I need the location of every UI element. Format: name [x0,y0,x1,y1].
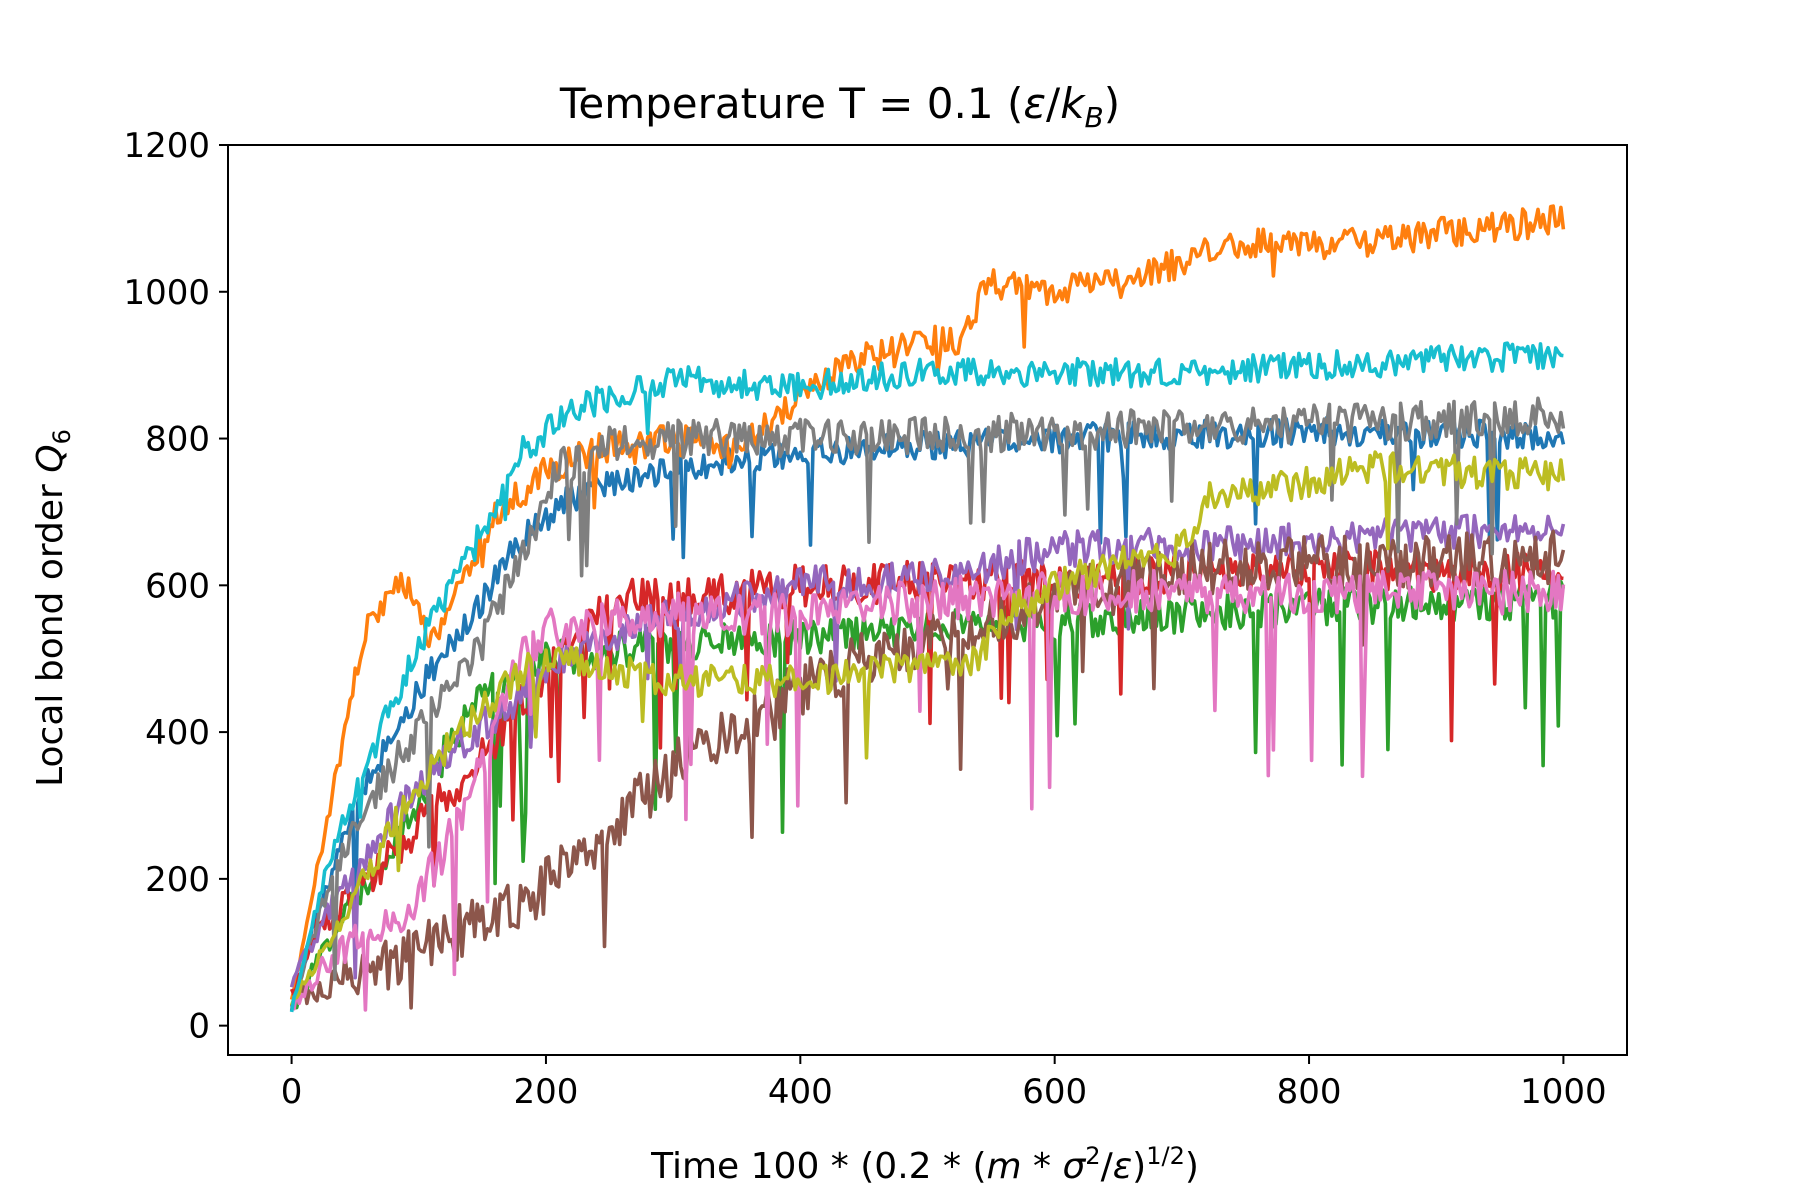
series-line [289,450,1566,1007]
x-tick-label: 600 [1022,1072,1087,1112]
plot-frame [227,144,1628,1056]
series-line [289,341,1564,1013]
x-tick-label: 0 [281,1072,303,1112]
ticks-layer: 0 200 400 600 800 1000 0 200 400 600 800 1000 1200 [123,126,1606,1112]
y-axis-label: Local bond order Q6 [30,429,76,787]
x-tick-label: 800 [1277,1072,1342,1112]
series-layer [289,204,1566,1013]
x-tick-label: 400 [768,1072,833,1112]
y-tick-label: 400 [145,713,210,753]
y-tick-label: 1000 [123,273,210,313]
x-tick-label: 1000 [1520,1072,1607,1112]
y-tick-label: 800 [145,420,210,460]
x-axis-label: Time 100 * (0.2 * (m * σ2/ε)1/2) [650,1142,1199,1187]
series-line [291,568,1566,1012]
chart-title: Temperature T = 0.1 (ε/kB) [559,79,1120,134]
y-tick-label: 600 [145,566,210,606]
y-tick-label: 0 [188,1007,210,1047]
y-tick-label: 200 [145,860,210,900]
series-line [289,548,1564,997]
series-line [289,396,1566,1008]
x-tick-label: 200 [514,1072,579,1112]
y-tick-label: 1200 [123,126,210,166]
